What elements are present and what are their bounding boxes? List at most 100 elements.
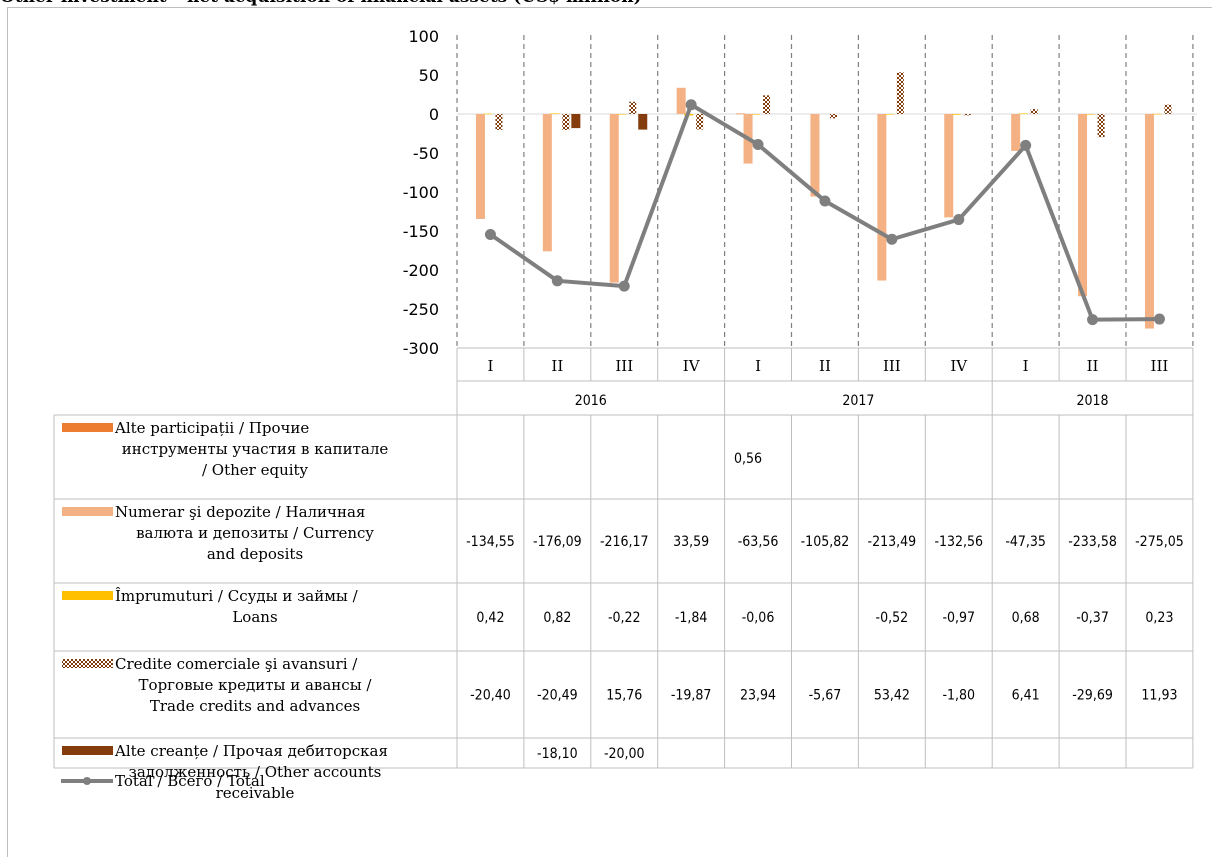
total-point xyxy=(1020,139,1032,151)
legend-label-other_receivable: задолженность / Other accounts xyxy=(129,763,382,781)
legend-key-loans xyxy=(62,591,113,600)
value-cell-loans: -0,37 xyxy=(1076,610,1109,626)
quarter-label: IV xyxy=(950,357,968,375)
bar-loans xyxy=(1152,113,1162,115)
legend-label-currency: валюта и депозиты / Currency xyxy=(136,524,374,542)
bar-other_receivable xyxy=(638,114,648,130)
legend-key-currency xyxy=(62,507,113,516)
total-point xyxy=(1153,313,1165,325)
value-cell-currency: -134,55 xyxy=(466,534,515,550)
bar-currency xyxy=(810,114,820,197)
bar-loans xyxy=(617,114,627,115)
chart-frame: 100 50 0 -50 -100 -150 -200 -250 -300 I II III IV I II… xyxy=(7,7,1212,857)
bar-currency xyxy=(542,114,552,252)
total-point xyxy=(819,195,831,207)
bar-currency xyxy=(944,114,954,218)
quarter-label: II xyxy=(551,357,563,375)
value-cell-loans: -0,22 xyxy=(608,610,641,626)
legend-label-trade_credits: Credite comerciale şi avansuri / xyxy=(115,655,358,673)
value-cell-loans: -0,52 xyxy=(876,610,909,626)
value-cell-other_receivable: -20,00 xyxy=(604,746,645,762)
legend-label-other_equity: Alte participații / Прочие xyxy=(114,419,309,437)
value-cell-loans: -0,06 xyxy=(742,610,775,626)
value-cell-trade_credits: -19,87 xyxy=(671,688,712,704)
year-label: 2016 xyxy=(575,393,607,409)
bar-loans xyxy=(1018,113,1028,115)
y-tick-label: -100 xyxy=(403,183,439,202)
value-cell-trade_credits: -5,67 xyxy=(809,688,842,704)
legend-label-other_equity: инструменты участия в капитале xyxy=(122,440,389,458)
total-point xyxy=(618,280,630,292)
legend-key-total-marker xyxy=(83,777,91,785)
year-label: 2018 xyxy=(1077,393,1109,409)
y-tick-label: -250 xyxy=(403,300,439,319)
bar-trade_credits xyxy=(562,114,570,130)
bar-trade_credits xyxy=(829,114,837,119)
bar-other_receivable xyxy=(571,114,581,129)
value-cell-trade_credits: 11,93 xyxy=(1141,688,1177,704)
value-cell-loans: -0,97 xyxy=(942,610,975,626)
legend-label-trade_credits: Trade credits and advances xyxy=(150,697,360,715)
legend-label-trade_credits: Торговые кредиты и авансы / xyxy=(139,676,373,694)
bar-currency xyxy=(609,114,619,283)
total-point xyxy=(752,139,764,151)
value-cell-currency: -47,35 xyxy=(1005,534,1046,550)
value-cell-trade_credits: -1,80 xyxy=(942,688,975,704)
y-tick-label: 0 xyxy=(429,105,439,124)
bar-currency xyxy=(1011,114,1021,151)
bar-loans xyxy=(951,114,961,115)
value-cell-loans: 0,68 xyxy=(1012,610,1040,626)
value-cell-trade_credits: -20,40 xyxy=(470,688,511,704)
quarter-label: I xyxy=(1023,357,1029,375)
quarter-label: III xyxy=(1151,357,1169,375)
bar-trade_credits xyxy=(763,95,771,114)
value-cell-currency: 33,59 xyxy=(673,534,709,550)
y-tick-label: 100 xyxy=(408,27,439,46)
legend-key-other_receivable xyxy=(62,746,113,755)
quarter-label: II xyxy=(819,357,831,375)
value-cell-trade_credits: 6,41 xyxy=(1012,688,1040,704)
value-cell-trade_credits: 15,76 xyxy=(606,688,642,704)
y-tick-label: -50 xyxy=(413,144,439,163)
value-cell-currency: -105,82 xyxy=(801,534,850,550)
value-cell-currency: -233,58 xyxy=(1068,534,1117,550)
bar-trade_credits xyxy=(629,101,637,114)
bar-trade_credits xyxy=(963,114,971,116)
bar-currency xyxy=(475,114,485,219)
quarter-label: I xyxy=(487,357,493,375)
value-cell-trade_credits: -29,69 xyxy=(1072,688,1113,704)
value-cell-other_receivable: -18,10 xyxy=(537,746,578,762)
value-cell-loans: 0,42 xyxy=(476,610,504,626)
bar-trade_credits xyxy=(896,72,904,114)
quarter-label: IV xyxy=(683,357,701,375)
bar-trade_credits xyxy=(1030,109,1038,114)
bar-currency xyxy=(877,114,887,281)
y-tick-label: 50 xyxy=(419,66,439,85)
bar-trade_credits xyxy=(1097,114,1105,138)
legend-label-loans: Loans xyxy=(232,608,277,626)
quarter-label: III xyxy=(883,357,901,375)
bar-loans xyxy=(1085,114,1095,115)
legend-label-currency: and deposits xyxy=(207,545,303,563)
total-point xyxy=(1087,314,1099,326)
legend-label-other_equity: / Other equity xyxy=(202,461,309,479)
bar-currency xyxy=(1078,114,1088,297)
y-tick-label: -200 xyxy=(403,261,439,280)
quarter-label: II xyxy=(1087,357,1099,375)
bar-currency xyxy=(1144,114,1154,329)
value-cell-loans: 0,82 xyxy=(543,610,571,626)
value-cell-currency: -176,09 xyxy=(533,534,582,550)
value-cell-currency: -275,05 xyxy=(1135,534,1184,550)
y-tick-label: -150 xyxy=(403,222,439,241)
legend-label-other_receivable: receivable xyxy=(216,784,295,802)
total-point xyxy=(551,275,563,287)
value-cell-currency: -132,56 xyxy=(934,534,983,550)
value-cell-currency: -213,49 xyxy=(868,534,917,550)
bar-currency xyxy=(676,87,686,114)
legend-label-total: Total / Всего / Total xyxy=(115,772,265,790)
page-title: Other investment – net acquisition of fi… xyxy=(0,0,1212,8)
total-point xyxy=(953,214,965,226)
total-point xyxy=(886,233,898,245)
